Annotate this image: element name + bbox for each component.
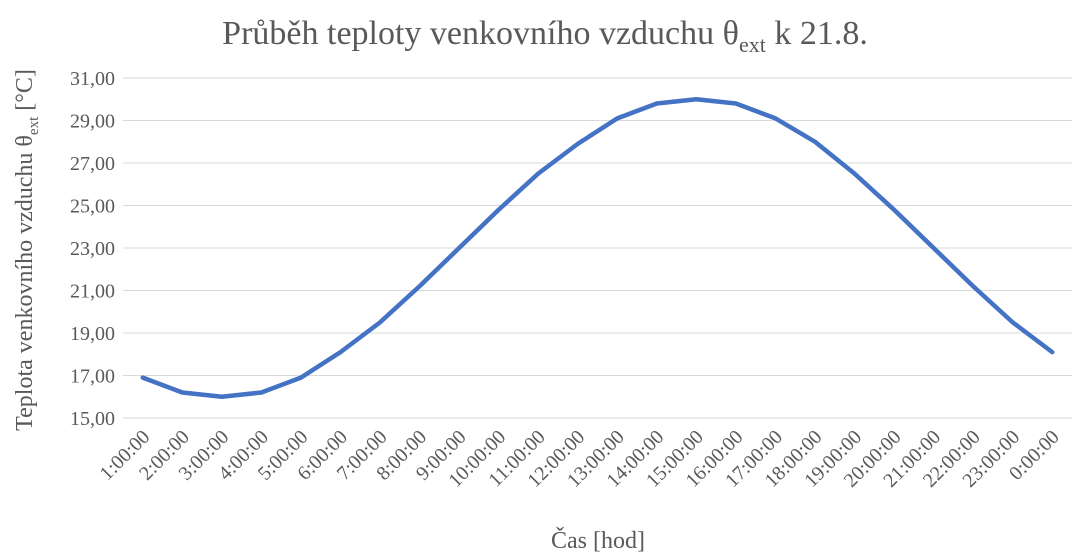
y-tick-label: 29,00 <box>70 111 115 133</box>
data-line <box>140 97 1055 399</box>
y-tick-label: 31,00 <box>70 68 115 90</box>
y-tick-label: 27,00 <box>70 153 115 175</box>
y-tick-label: 19,00 <box>70 323 115 345</box>
chart-title: Průběh teploty venkovního vzduchu θext k… <box>222 15 868 57</box>
y-tick-label: 15,00 <box>70 408 115 430</box>
y-label-main: Teplota venkovního vzduchu θ <box>12 135 38 431</box>
y-label-tail: [°C] <box>12 69 38 117</box>
x-axis-title: Čas [hod] <box>551 527 645 554</box>
title-sub: ext <box>739 32 766 57</box>
title-main: Průběh teploty venkovního vzduchu θ <box>222 15 739 52</box>
y-tick-label: 21,00 <box>70 281 115 303</box>
y-axis-title: Teplota venkovního vzduchu θext [°C] <box>12 69 42 431</box>
y-tick-label: 25,00 <box>70 196 115 218</box>
y-tick-label: 17,00 <box>70 366 115 388</box>
y-label-sub: ext <box>26 116 42 135</box>
title-tail: k 21.8. <box>766 15 868 52</box>
y-tick-label: 23,00 <box>70 238 115 260</box>
